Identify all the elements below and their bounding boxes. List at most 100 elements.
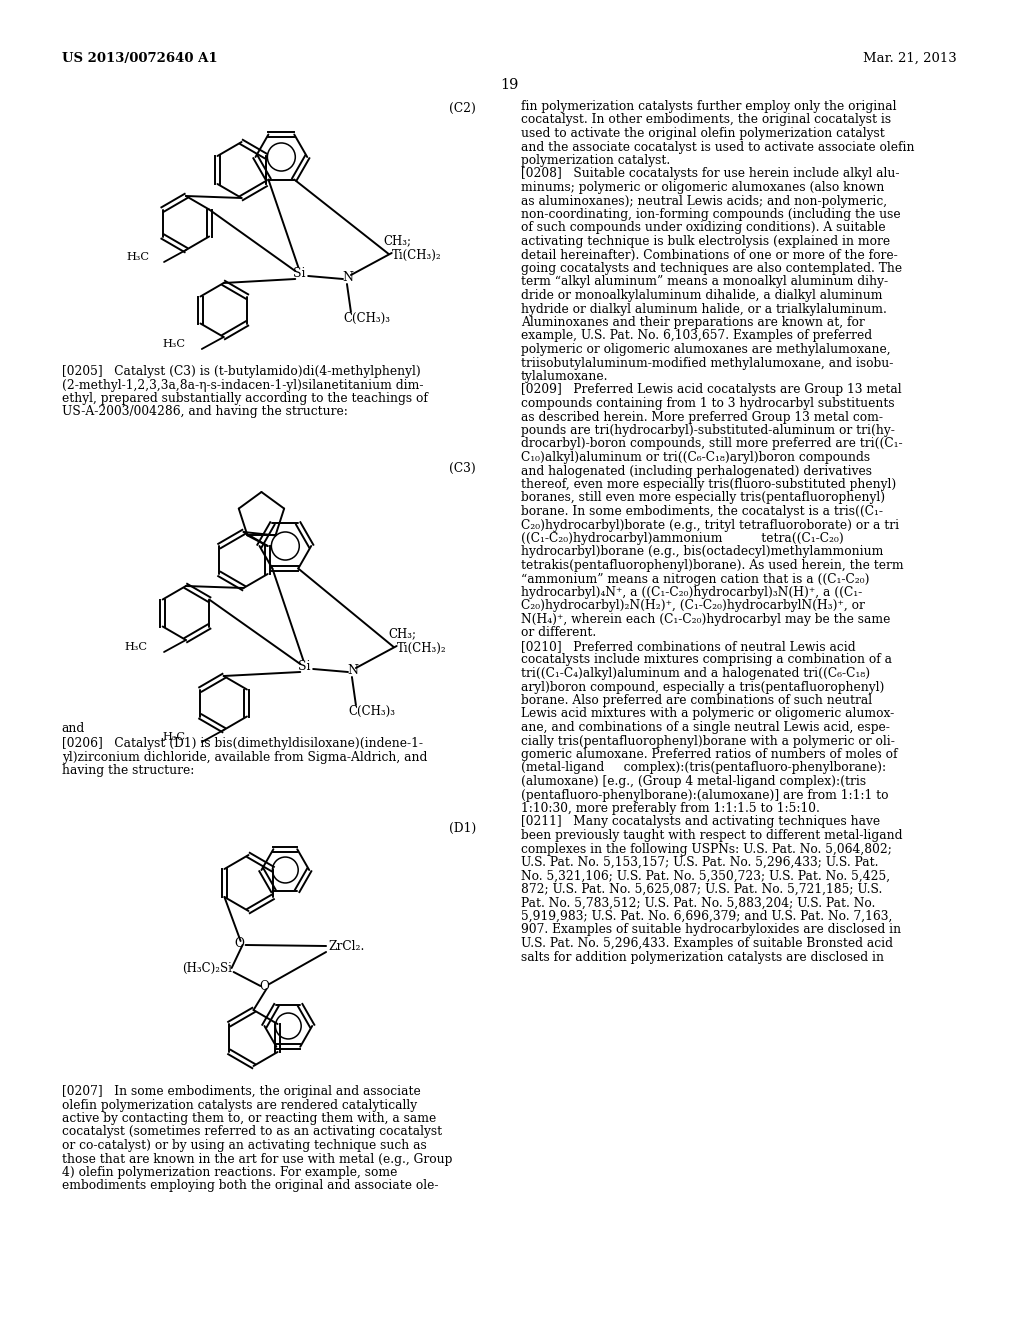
Text: H₃C: H₃C: [162, 339, 185, 348]
Text: H₃C: H₃C: [162, 733, 185, 742]
Text: [0208]   Suitable cocatalysts for use herein include alkyl alu-: [0208] Suitable cocatalysts for use here…: [521, 168, 899, 181]
Text: pounds are tri(hydrocarbyl)-substituted-aluminum or tri(hy-: pounds are tri(hydrocarbyl)-substituted-…: [521, 424, 895, 437]
Text: (C3): (C3): [450, 462, 476, 475]
Text: [0211]   Many cocatalysts and activating techniques have: [0211] Many cocatalysts and activating t…: [521, 816, 880, 829]
Text: tylalumoxane.: tylalumoxane.: [521, 370, 608, 383]
Text: those that are known in the art for use with metal (e.g., Group: those that are known in the art for use …: [61, 1152, 452, 1166]
Text: [0206]   Catalyst (D1) is bis(dimethyldisiloxane)(indene-1-: [0206] Catalyst (D1) is bis(dimethyldisi…: [61, 737, 423, 750]
Text: 872; U.S. Pat. No. 5,625,087; U.S. Pat. No. 5,721,185; U.S.: 872; U.S. Pat. No. 5,625,087; U.S. Pat. …: [521, 883, 883, 896]
Text: 1:10:30, more preferably from 1:1:1.5 to 1:5:10.: 1:10:30, more preferably from 1:1:1.5 to…: [521, 803, 820, 814]
Text: (alumoxane) [e.g., (Group 4 metal-ligand complex):(tris: (alumoxane) [e.g., (Group 4 metal-ligand…: [521, 775, 866, 788]
Text: 907. Examples of suitable hydrocarbyloxides are disclosed in: 907. Examples of suitable hydrocarbyloxi…: [521, 924, 901, 936]
Text: triisobutylaluminum-modified methylalumoxane, and isobu-: triisobutylaluminum-modified methylalumo…: [521, 356, 893, 370]
Text: polymeric or oligomeric alumoxanes are methylalumoxane,: polymeric or oligomeric alumoxanes are m…: [521, 343, 891, 356]
Text: [0207]   In some embodiments, the original and associate: [0207] In some embodiments, the original…: [61, 1085, 421, 1098]
Text: Mar. 21, 2013: Mar. 21, 2013: [862, 51, 956, 65]
Text: Lewis acid mixtures with a polymeric or oligomeric alumox-: Lewis acid mixtures with a polymeric or …: [521, 708, 894, 721]
Text: H₃C: H₃C: [126, 252, 150, 261]
Text: C₁₀)alkyl)aluminum or tri((C₆-C₁₈)aryl)boron compounds: C₁₀)alkyl)aluminum or tri((C₆-C₁₈)aryl)b…: [521, 451, 870, 465]
Text: [0210]   Preferred combinations of neutral Lewis acid: [0210] Preferred combinations of neutral…: [521, 640, 856, 653]
Text: compounds containing from 1 to 3 hydrocarbyl substituents: compounds containing from 1 to 3 hydroca…: [521, 397, 895, 411]
Text: borane. Also preferred are combinations of such neutral: borane. Also preferred are combinations …: [521, 694, 872, 708]
Text: No. 5,321,106; U.S. Pat. No. 5,350,723; U.S. Pat. No. 5,425,: No. 5,321,106; U.S. Pat. No. 5,350,723; …: [521, 870, 890, 883]
Text: (C2): (C2): [450, 102, 476, 115]
Text: “ammonium” means a nitrogen cation that is a ((C₁-C₂₀): “ammonium” means a nitrogen cation that …: [521, 573, 869, 586]
Text: Ti(CH₃)₂: Ti(CH₃)₂: [396, 642, 446, 655]
Text: Si: Si: [293, 267, 306, 280]
Text: complexes in the following USPNs: U.S. Pat. No. 5,064,802;: complexes in the following USPNs: U.S. P…: [521, 842, 892, 855]
Text: ethyl, prepared substantially according to the teachings of: ethyl, prepared substantially according …: [61, 392, 427, 405]
Text: example, U.S. Pat. No. 6,103,657. Examples of preferred: example, U.S. Pat. No. 6,103,657. Exampl…: [521, 330, 872, 342]
Text: ((C₁-C₂₀)hydrocarbyl)ammonium          tetra((C₁-C₂₀): ((C₁-C₂₀)hydrocarbyl)ammonium tetra((C₁-…: [521, 532, 844, 545]
Text: H₃C: H₃C: [124, 642, 147, 652]
Text: hydrocarbyl)₄N⁺, a ((C₁-C₂₀)hydrocarbyl)₃N(H)⁺, a ((C₁-: hydrocarbyl)₄N⁺, a ((C₁-C₂₀)hydrocarbyl)…: [521, 586, 862, 599]
Text: C₂₀)hydrocarbyl)borate (e.g., trityl tetrafluoroborate) or a tri: C₂₀)hydrocarbyl)borate (e.g., trityl tet…: [521, 519, 899, 532]
Text: [0209]   Preferred Lewis acid cocatalysts are Group 13 metal: [0209] Preferred Lewis acid cocatalysts …: [521, 384, 901, 396]
Text: Ti(CH₃)₂: Ti(CH₃)₂: [392, 249, 441, 261]
Text: dride or monoalkylaluminum dihalide, a dialkyl aluminum: dride or monoalkylaluminum dihalide, a d…: [521, 289, 883, 302]
Text: (D1): (D1): [450, 822, 476, 836]
Text: Aluminoxanes and their preparations are known at, for: Aluminoxanes and their preparations are …: [521, 315, 864, 329]
Text: boranes, still even more especially tris(pentafluorophenyl): boranes, still even more especially tris…: [521, 491, 885, 504]
Text: Pat. No. 5,783,512; U.S. Pat. No. 5,883,204; U.S. Pat. No.: Pat. No. 5,783,512; U.S. Pat. No. 5,883,…: [521, 896, 876, 909]
Text: C(CH₃)₃: C(CH₃)₃: [343, 312, 390, 325]
Text: C₂₀)hydrocarbyl)₂N(H₂)⁺, (C₁-C₂₀)hydrocarbylN(H₃)⁺, or: C₂₀)hydrocarbyl)₂N(H₂)⁺, (C₁-C₂₀)hydroca…: [521, 599, 865, 612]
Text: detail hereinafter). Combinations of one or more of the fore-: detail hereinafter). Combinations of one…: [521, 248, 898, 261]
Text: CH₃;: CH₃;: [384, 234, 412, 247]
Text: 5,919,983; U.S. Pat. No. 6,696,379; and U.S. Pat. No. 7,163,: 5,919,983; U.S. Pat. No. 6,696,379; and …: [521, 909, 892, 923]
Text: (2-methyl-1,2,3,3a,8a-η-s-indacen-1-yl)silanetitanium dim-: (2-methyl-1,2,3,3a,8a-η-s-indacen-1-yl)s…: [61, 379, 423, 392]
Text: cocatalyst (sometimes referred to as an activating cocatalyst: cocatalyst (sometimes referred to as an …: [61, 1126, 441, 1138]
Text: or co-catalyst) or by using an activating technique such as: or co-catalyst) or by using an activatin…: [61, 1139, 426, 1152]
Text: cially tris(pentafluorophenyl)borane with a polymeric or oli-: cially tris(pentafluorophenyl)borane wit…: [521, 734, 895, 747]
Text: (pentafluoro-phenylborane):(alumoxane)] are from 1:1:1 to: (pentafluoro-phenylborane):(alumoxane)] …: [521, 788, 889, 801]
Text: been previously taught with respect to different metal-ligand: been previously taught with respect to d…: [521, 829, 902, 842]
Text: and: and: [61, 722, 85, 735]
Text: term “alkyl aluminum” means a monoalkyl aluminum dihy-: term “alkyl aluminum” means a monoalkyl …: [521, 276, 888, 289]
Text: N: N: [342, 271, 353, 284]
Text: C(CH₃)₃: C(CH₃)₃: [348, 705, 395, 718]
Text: yl)zirconium dichloride, available from Sigma-Aldrich, and: yl)zirconium dichloride, available from …: [61, 751, 427, 763]
Text: and the associate cocatalyst is used to activate associate olefin: and the associate cocatalyst is used to …: [521, 140, 914, 153]
Text: 19: 19: [500, 78, 518, 92]
Text: tetrakis(pentafluorophenyl)borane). As used herein, the term: tetrakis(pentafluorophenyl)borane). As u…: [521, 558, 903, 572]
Text: cocatalyst. In other embodiments, the original cocatalyst is: cocatalyst. In other embodiments, the or…: [521, 114, 891, 127]
Text: thereof, even more especially tris(fluoro-substituted phenyl): thereof, even more especially tris(fluor…: [521, 478, 896, 491]
Text: (H₃C)₂Si: (H₃C)₂Si: [182, 962, 231, 975]
Text: N: N: [347, 664, 358, 677]
Text: tri((C₁-C₄)alkyl)aluminum and a halogenated tri((C₆-C₁₈): tri((C₁-C₄)alkyl)aluminum and a halogena…: [521, 667, 870, 680]
Text: borane. In some embodiments, the cocatalyst is a tris((C₁-: borane. In some embodiments, the cocatal…: [521, 506, 883, 517]
Text: of such compounds under oxidizing conditions). A suitable: of such compounds under oxidizing condit…: [521, 222, 886, 235]
Text: embodiments employing both the original and associate ole-: embodiments employing both the original …: [61, 1180, 438, 1192]
Text: as described herein. More preferred Group 13 metal com-: as described herein. More preferred Grou…: [521, 411, 883, 424]
Text: or different.: or different.: [521, 627, 596, 639]
Text: used to activate the original olefin polymerization catalyst: used to activate the original olefin pol…: [521, 127, 885, 140]
Text: drocarbyl)-boron compounds, still more preferred are tri((C₁-: drocarbyl)-boron compounds, still more p…: [521, 437, 902, 450]
Text: hydrocarbyl)borane (e.g., bis(octadecyl)methylammonium: hydrocarbyl)borane (e.g., bis(octadecyl)…: [521, 545, 884, 558]
Text: polymerization catalyst.: polymerization catalyst.: [521, 154, 670, 168]
Text: active by contacting them to, or reacting them with, a same: active by contacting them to, or reactin…: [61, 1111, 436, 1125]
Text: 4) olefin polymerization reactions. For example, some: 4) olefin polymerization reactions. For …: [61, 1166, 397, 1179]
Text: aryl)boron compound, especially a tris(pentafluorophenyl): aryl)boron compound, especially a tris(p…: [521, 681, 885, 693]
Text: non-coordinating, ion-forming compounds (including the use: non-coordinating, ion-forming compounds …: [521, 209, 900, 220]
Text: O: O: [259, 979, 269, 993]
Text: olefin polymerization catalysts are rendered catalytically: olefin polymerization catalysts are rend…: [61, 1098, 417, 1111]
Text: ZrCl₂.: ZrCl₂.: [328, 940, 365, 953]
Text: minums; polymeric or oligomeric alumoxanes (also known: minums; polymeric or oligomeric alumoxan…: [521, 181, 885, 194]
Text: [0205]   Catalyst (C3) is (t-butylamido)di(4-methylphenyl): [0205] Catalyst (C3) is (t-butylamido)di…: [61, 366, 421, 378]
Text: fin polymerization catalysts further employ only the original: fin polymerization catalysts further emp…: [521, 100, 896, 114]
Text: ane, and combinations of a single neutral Lewis acid, espe-: ane, and combinations of a single neutra…: [521, 721, 890, 734]
Text: O: O: [234, 937, 245, 950]
Text: and halogenated (including perhalogenated) derivatives: and halogenated (including perhalogenate…: [521, 465, 871, 478]
Text: having the structure:: having the structure:: [61, 764, 194, 777]
Text: hydride or dialkyl aluminum halide, or a trialkylaluminum.: hydride or dialkyl aluminum halide, or a…: [521, 302, 887, 315]
Text: gomeric alumoxane. Preferred ratios of numbers of moles of: gomeric alumoxane. Preferred ratios of n…: [521, 748, 897, 762]
Text: U.S. Pat. No. 5,153,157; U.S. Pat. No. 5,296,433; U.S. Pat.: U.S. Pat. No. 5,153,157; U.S. Pat. No. 5…: [521, 855, 879, 869]
Text: cocatalysts include mixtures comprising a combination of a: cocatalysts include mixtures comprising …: [521, 653, 892, 667]
Text: US-A-2003/004286, and having the structure:: US-A-2003/004286, and having the structu…: [61, 405, 347, 418]
Text: as aluminoxanes); neutral Lewis acids; and non-polymeric,: as aluminoxanes); neutral Lewis acids; a…: [521, 194, 887, 207]
Text: activating technique is bulk electrolysis (explained in more: activating technique is bulk electrolysi…: [521, 235, 890, 248]
Text: US 2013/0072640 A1: US 2013/0072640 A1: [61, 51, 217, 65]
Text: (metal-ligand     complex):(tris(pentafluoro-phenylborane):: (metal-ligand complex):(tris(pentafluoro…: [521, 762, 886, 775]
Text: CH₃;: CH₃;: [389, 627, 417, 640]
Text: N(H₄)⁺, wherein each (C₁-C₂₀)hydrocarbyl may be the same: N(H₄)⁺, wherein each (C₁-C₂₀)hydrocarbyl…: [521, 612, 890, 626]
